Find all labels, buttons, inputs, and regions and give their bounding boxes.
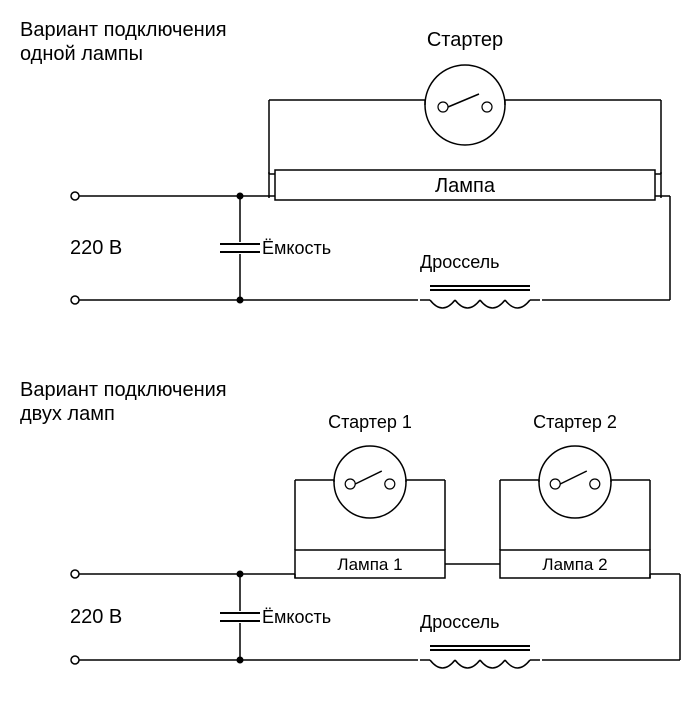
starter-symbol [425, 65, 505, 145]
lamp1-label: Лампа 1 [337, 555, 402, 574]
terminal [71, 656, 79, 664]
lamp-label: Лампа [435, 175, 496, 197]
starter-symbol [334, 446, 406, 518]
diagram2-title: двух ламп [20, 403, 115, 425]
terminal [71, 570, 79, 578]
diagram1-title: Вариант подключения [20, 19, 227, 41]
choke-label: Дроссель [420, 252, 500, 272]
terminal [71, 296, 79, 304]
diagram-single-lamp: Вариант подключенияодной лампы Лампа Старт… [20, 19, 670, 308]
diagram-two-lamps: Вариант подключениядвух ламп Лампа 1 Лампа… [20, 379, 680, 668]
capacitor-label: Ёмкость [262, 238, 331, 258]
choke-label: Дроссель [420, 612, 500, 632]
capacitor-label: Ёмкость [262, 607, 331, 627]
starter-label: Стартер [427, 29, 503, 51]
voltage-label: 220 В [70, 237, 122, 259]
diagram2-title: Вариант подключения [20, 379, 227, 401]
lamp2-label: Лампа 2 [542, 555, 607, 574]
starter2-label: Стартер 2 [533, 412, 617, 432]
voltage-label: 220 В [70, 606, 122, 628]
starter1-label: Стартер 1 [328, 412, 412, 432]
diagram1-title: одной лампы [20, 43, 143, 65]
starter-symbol [539, 446, 611, 518]
terminal [71, 192, 79, 200]
